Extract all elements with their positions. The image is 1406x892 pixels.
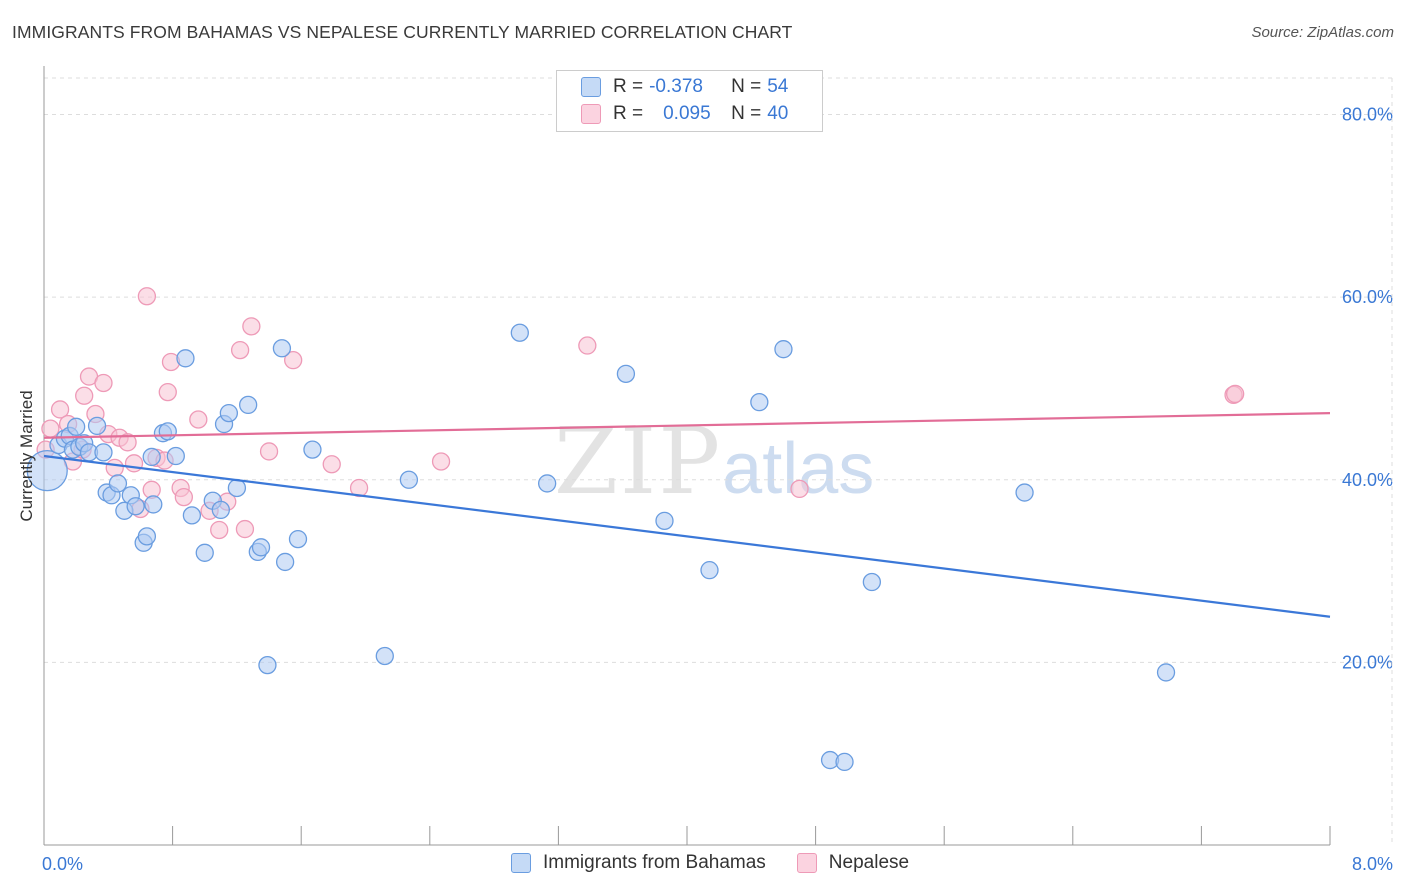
source-label: Source: ZipAtlas.com	[1251, 24, 1394, 41]
nepalese-point	[578, 336, 597, 355]
legend-r-label: R =	[613, 103, 644, 124]
legend-swatch-pink	[581, 104, 601, 124]
bahamas-point	[158, 422, 177, 441]
bahamas-point	[774, 340, 793, 359]
legend-swatch-blue	[581, 77, 601, 97]
series-label: Nepalese	[828, 852, 910, 873]
y-tick-label: 20.0%	[1342, 652, 1393, 672]
bahamas-point	[182, 506, 202, 525]
bahamas-point	[142, 447, 161, 467]
bahamas-point	[1015, 483, 1034, 502]
bahamas-point	[137, 527, 157, 546]
y-tick-label: 60.0%	[1342, 287, 1393, 307]
bahamas-point	[616, 364, 636, 383]
series-swatch-pink	[796, 853, 817, 873]
bahamas-point	[862, 572, 882, 592]
x-tick-label: 0.0%	[42, 854, 83, 874]
bahamas-point	[399, 470, 419, 489]
nepalese-point	[158, 382, 177, 402]
legend-r-value: -0.378	[649, 76, 703, 97]
nepalese-point	[189, 410, 208, 429]
bahamas-point	[239, 395, 258, 415]
y-axis-label: Currently Married	[17, 390, 36, 522]
nepalese-point	[790, 479, 809, 499]
legend-n-label: N =	[731, 103, 762, 124]
nepalese-point	[242, 317, 261, 336]
bahamas-point	[26, 449, 68, 492]
bahamas-point	[144, 495, 163, 514]
nepalese-point	[50, 400, 70, 419]
bahamas-point	[176, 349, 195, 368]
series-legend: Immigrants from Bahamas Nepalese	[511, 852, 940, 874]
nepalese-point	[235, 519, 255, 539]
bahamas-point	[108, 474, 128, 493]
bahamas-point	[750, 392, 769, 412]
y-tick-label: 80.0%	[1342, 105, 1393, 125]
chart-title: IMMIGRANTS FROM BAHAMAS VS NEPALESE CURR…	[12, 22, 793, 42]
series-legend-bahamas[interactable]: Immigrants from Bahamas	[511, 852, 766, 874]
bahamas-point	[1156, 663, 1176, 682]
bahamas-point	[94, 443, 113, 462]
nepalese-point	[94, 373, 113, 393]
bahamas-point	[272, 339, 292, 358]
bahamas-point	[835, 752, 854, 772]
series-label: Immigrants from Bahamas	[543, 852, 766, 873]
legend-r-value: 0.095	[663, 103, 711, 124]
x-tick-label: 8.0%	[1352, 854, 1393, 874]
bahamas-point	[166, 446, 185, 466]
bahamas-point	[510, 323, 529, 342]
bahamas-point	[227, 478, 247, 498]
series-swatch-blue	[511, 853, 531, 873]
bahamas-point	[87, 416, 107, 436]
nepalese-point	[174, 487, 194, 507]
bahamas-point	[67, 417, 86, 436]
bahamas-point	[251, 538, 271, 557]
bahamas-point	[211, 500, 230, 520]
nepalese-point	[259, 442, 279, 461]
legend-n-value: 40	[767, 103, 789, 124]
bahamas-point	[537, 474, 557, 493]
nepalese-point	[284, 350, 303, 370]
nepalese-point	[118, 433, 137, 452]
nepalese-point	[75, 386, 94, 405]
bahamas-point	[258, 655, 277, 675]
nepalese-point	[210, 520, 229, 540]
bahamas-point	[275, 552, 295, 572]
nepalese-point	[230, 340, 250, 360]
bahamas-point	[700, 561, 719, 580]
nepalese-point	[431, 452, 451, 471]
nepalese-point	[105, 458, 124, 478]
legend-r-label: R =	[613, 76, 644, 97]
bahamas-point	[288, 529, 308, 549]
correlation-legend: R = -0.378 N = 54 R = 0.095 N = 40	[556, 70, 823, 132]
legend-n-value: 54	[767, 76, 789, 97]
bahamas-point	[375, 646, 394, 666]
nepalese-point	[137, 287, 157, 306]
bahamas-point	[195, 543, 214, 562]
legend-n-label: N =	[731, 76, 762, 97]
bahamas-trend-line	[43, 454, 1331, 618]
series-legend-nepalese[interactable]: Nepalese	[796, 852, 910, 874]
nepalese-point	[41, 419, 60, 438]
bahamas-point	[655, 511, 674, 531]
bahamas-point	[303, 440, 322, 459]
bahamas-point	[219, 403, 239, 423]
y-tick-label: 40.0%	[1342, 470, 1393, 490]
nepalese-point	[124, 454, 144, 473]
legend-row-nepalese: R = 0.095 N = 40	[581, 102, 788, 126]
nepalese-trend-line	[43, 412, 1331, 439]
legend-row-bahamas: R = -0.378 N = 54	[581, 75, 788, 99]
bahamas-point	[126, 497, 145, 516]
nepalese-point	[1226, 384, 1245, 404]
nepalese-point	[322, 455, 341, 474]
